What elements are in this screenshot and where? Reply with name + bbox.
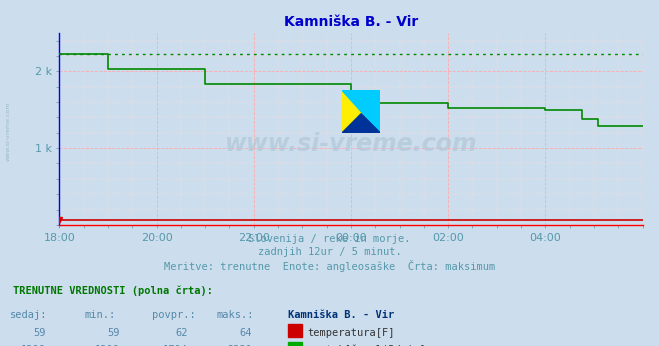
- Text: Meritve: trenutne  Enote: angleosaške  Črta: maksimum: Meritve: trenutne Enote: angleosaške Črt…: [164, 260, 495, 272]
- Text: 1290: 1290: [20, 345, 45, 346]
- Text: 1290: 1290: [95, 345, 119, 346]
- Text: 59: 59: [33, 328, 45, 338]
- Text: 1704: 1704: [162, 345, 187, 346]
- Polygon shape: [342, 114, 380, 133]
- Text: 2231: 2231: [227, 345, 252, 346]
- Text: Kamniška B. - Vir: Kamniška B. - Vir: [287, 310, 394, 320]
- Text: Slovenija / reke in morje.: Slovenija / reke in morje.: [248, 234, 411, 244]
- Text: pretok[čevelj3/min]: pretok[čevelj3/min]: [307, 345, 426, 346]
- Bar: [287, 342, 302, 346]
- Text: sedaj:: sedaj:: [10, 310, 47, 320]
- Text: 59: 59: [107, 328, 119, 338]
- Text: temperatura[F]: temperatura[F]: [307, 328, 394, 338]
- Text: zadnjih 12ur / 5 minut.: zadnjih 12ur / 5 minut.: [258, 247, 401, 257]
- Title: Kamniška B. - Vir: Kamniška B. - Vir: [284, 15, 418, 29]
- Text: 62: 62: [175, 328, 187, 338]
- Bar: [287, 324, 302, 337]
- Text: www.si-vreme.com: www.si-vreme.com: [225, 132, 477, 156]
- Polygon shape: [342, 90, 380, 133]
- Text: www.si-vreme.com: www.si-vreme.com: [5, 102, 11, 161]
- Text: TRENUTNE VREDNOSTI (polna črta):: TRENUTNE VREDNOSTI (polna črta):: [13, 285, 213, 296]
- Text: maks.:: maks.:: [216, 310, 254, 320]
- Text: 64: 64: [239, 328, 252, 338]
- Text: povpr.:: povpr.:: [152, 310, 196, 320]
- Text: min.:: min.:: [84, 310, 115, 320]
